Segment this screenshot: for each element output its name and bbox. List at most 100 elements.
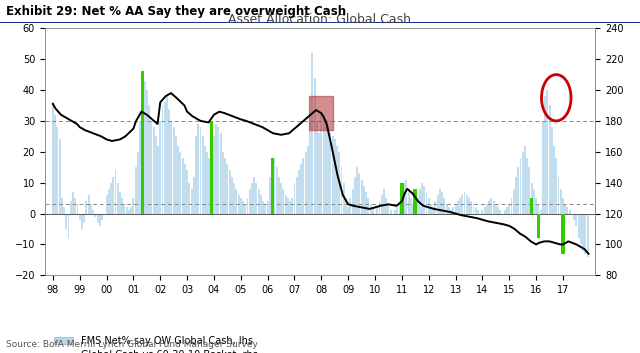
Bar (116, 183, 118, 214)
Bar (222, 152, 224, 214)
Bar (134, 167, 136, 214)
Bar (436, 195, 438, 214)
Bar (280, 183, 282, 214)
Bar (168, 109, 170, 214)
Bar (204, 145, 206, 214)
Bar (258, 189, 260, 214)
Bar (137, 152, 139, 214)
Bar (542, 121, 544, 214)
Bar (227, 164, 228, 214)
Bar (236, 189, 237, 214)
Bar (457, 201, 459, 214)
Bar (412, 204, 414, 214)
Bar (92, 210, 94, 214)
Bar (155, 136, 157, 214)
Bar (86, 201, 88, 214)
Bar (94, 214, 97, 217)
Bar (573, 214, 575, 220)
Bar (287, 198, 289, 214)
Bar (249, 189, 251, 214)
Bar (403, 183, 405, 214)
Bar (463, 192, 465, 214)
Bar (141, 71, 145, 214)
Bar (139, 121, 141, 214)
Bar (170, 121, 172, 214)
Bar (195, 136, 197, 214)
Bar (72, 192, 74, 214)
Bar (251, 183, 253, 214)
Bar (551, 127, 553, 214)
Bar (556, 158, 557, 214)
Bar (233, 183, 235, 214)
Bar (330, 133, 332, 214)
Bar (307, 145, 309, 214)
Bar (101, 214, 103, 220)
Bar (361, 180, 363, 214)
Bar (535, 198, 537, 214)
Bar (426, 192, 428, 214)
Bar (271, 164, 273, 214)
Bar (276, 167, 278, 214)
Bar (193, 176, 195, 214)
Bar (54, 115, 56, 214)
Bar (159, 121, 161, 214)
Bar (526, 158, 528, 214)
Bar (511, 198, 513, 214)
Bar (504, 210, 506, 214)
Bar (200, 127, 202, 214)
Bar (88, 195, 90, 214)
Bar (472, 204, 474, 214)
Bar (83, 214, 85, 223)
Bar (345, 198, 347, 214)
Bar (537, 214, 540, 238)
Bar (240, 198, 242, 214)
Bar (356, 167, 358, 214)
Bar (99, 214, 101, 226)
Bar (414, 207, 416, 214)
Bar (278, 176, 280, 214)
Bar (119, 192, 121, 214)
Bar (452, 207, 454, 214)
Bar (97, 214, 99, 223)
Bar (215, 124, 217, 214)
Bar (65, 214, 67, 229)
Bar (157, 145, 159, 214)
Bar (269, 176, 271, 214)
Bar (253, 176, 255, 214)
Bar (132, 198, 134, 214)
Bar (318, 133, 320, 214)
Bar (242, 201, 244, 214)
Bar (544, 96, 546, 214)
Bar (477, 210, 479, 214)
Bar (264, 204, 266, 214)
Bar (557, 176, 559, 214)
Bar (336, 145, 338, 214)
Bar (186, 170, 188, 214)
Bar (121, 198, 123, 214)
Bar (90, 204, 92, 214)
Bar (432, 207, 434, 214)
Bar (381, 195, 383, 214)
Bar (74, 198, 76, 214)
Bar (515, 176, 517, 214)
Bar (520, 158, 522, 214)
Bar (450, 210, 452, 214)
Bar (237, 195, 239, 214)
Bar (517, 167, 519, 214)
Bar (316, 121, 318, 214)
Bar (52, 102, 54, 214)
Bar (369, 204, 372, 214)
Bar (260, 195, 262, 214)
Bar (540, 210, 541, 214)
Bar (294, 183, 296, 214)
Text: Exhibit 29: Net % AA Say they are overweight Cash: Exhibit 29: Net % AA Say they are overwe… (6, 5, 346, 18)
Bar (582, 214, 584, 251)
Bar (553, 145, 555, 214)
Bar (282, 189, 284, 214)
Bar (289, 201, 291, 214)
Bar (285, 195, 287, 214)
Bar (401, 198, 403, 214)
Bar (161, 106, 163, 214)
Bar (488, 201, 490, 214)
Bar (184, 164, 186, 214)
